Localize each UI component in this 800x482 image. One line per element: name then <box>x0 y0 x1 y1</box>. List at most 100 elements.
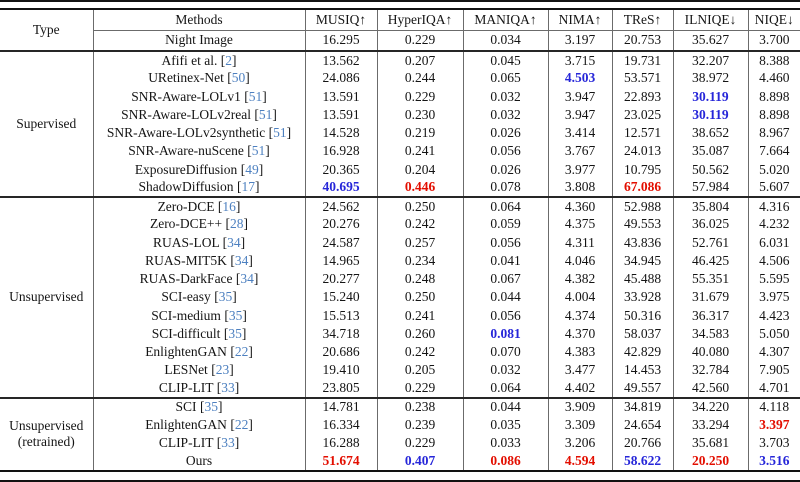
citation-link[interactable]: 23 <box>215 362 230 378</box>
metric-value-cell: 16.288 <box>305 434 378 453</box>
citation-link[interactable]: 34 <box>227 234 241 250</box>
method-name: SCI <box>175 399 197 415</box>
column-header-ilniqe: ILNIQE↓ <box>673 9 749 31</box>
method-cell: Ours <box>93 452 306 471</box>
metric-value-cell: 24.587 <box>305 233 378 252</box>
citation-link[interactable]: 50 <box>231 70 246 86</box>
citation-link[interactable]: 51 <box>251 143 266 159</box>
method-name: ShadowDiffusion <box>138 179 234 195</box>
metric-value-cell: 0.241 <box>377 306 464 325</box>
citation-link[interactable]: 34 <box>234 252 249 268</box>
citation-link[interactable]: 34 <box>240 271 254 287</box>
metric-value-cell: 0.065 <box>463 69 549 88</box>
type-cell-supervised: Supervised <box>0 50 94 197</box>
citation-link[interactable]: 35 <box>204 399 218 415</box>
metric-value-cell: 0.250 <box>377 288 464 307</box>
metric-value-cell: 0.026 <box>463 160 549 179</box>
metric-value-cell: 4.311 <box>548 233 613 252</box>
method-cell: EnlightenGAN [22] <box>93 343 306 362</box>
metric-value-cell: 0.086 <box>463 452 549 471</box>
citation-link[interactable]: 33 <box>221 380 235 396</box>
metric-value-cell: 5.050 <box>759 325 790 341</box>
metric-value-cell: 57.984 <box>673 178 749 197</box>
metric-value-cell: 34.945 <box>612 251 674 270</box>
metric-value-cell: 4.594 <box>548 452 613 471</box>
citation-link[interactable]: 35 <box>228 307 243 323</box>
metric-value-cell: 4.004 <box>548 288 613 307</box>
metric-value-cell: 0.230 <box>377 105 464 124</box>
metric-value-cell: 3.516 <box>759 453 790 469</box>
metric-value-cell: 0.044 <box>463 396 549 416</box>
metric-value-cell: 8.898 <box>759 88 790 104</box>
citation-link[interactable]: 35 <box>228 325 242 341</box>
metric-value-cell: 4.316 <box>748 195 800 216</box>
metric-value-cell: 4.423 <box>759 307 790 323</box>
metric-value-cell: 0.244 <box>377 69 464 88</box>
column-header-niqe: NIQE↓ <box>748 9 800 31</box>
table-row: URetinex-Net [50] 24.086 0.244 0.065 4.503 53… <box>0 69 800 88</box>
metric-value-cell: 0.032 <box>463 87 549 106</box>
citation-link[interactable]: 51 <box>258 106 273 122</box>
citation-link[interactable]: 33 <box>221 435 235 451</box>
citation-link[interactable]: 28 <box>230 216 244 232</box>
citation-link[interactable]: 16 <box>222 198 236 214</box>
table-row: Unsupervised Zero-DCE [16] 24.562 0.250 0.06… <box>0 195 800 398</box>
metric-value-cell: 3.703 <box>759 435 790 451</box>
table-row: SCI-medium [35] 15.513 0.241 0.056 4.374 50.3… <box>0 306 800 325</box>
metric-value-cell: 0.032 <box>463 105 549 124</box>
method-cell: Zero-DCE [16] <box>93 195 306 216</box>
metric-value-cell: 14.965 <box>305 251 378 270</box>
method-name: ExposureDiffusion <box>134 161 238 177</box>
metric-value-cell: 4.374 <box>548 306 613 325</box>
metric-value-cell: 4.383 <box>548 343 613 362</box>
method-cell: SCI-easy [35] <box>93 288 306 307</box>
citation-link[interactable]: 2 <box>225 52 232 68</box>
metric-value-cell: 3.700 <box>759 32 790 48</box>
metric-value-cell: 19.410 <box>305 361 378 380</box>
table-header: Type Methods MUSIQ↑ HyperIQA↑ MANIQA↑ NIMA↑ TR… <box>0 9 800 51</box>
citation-link[interactable]: 22 <box>234 344 249 360</box>
table-row: Supervised Afifi et al. [2] 13.562 0.207 0.0… <box>0 49 800 197</box>
citation-link[interactable]: 51 <box>248 88 263 104</box>
method-cell: CLIP-LIT [33] <box>93 434 306 453</box>
metric-value-cell: 4.046 <box>548 251 613 270</box>
method-cell: RUAS-DarkFace [34] <box>93 270 306 289</box>
metric-value-cell: 22.893 <box>612 87 674 106</box>
table-row: EnlightenGAN [22] 20.686 0.242 0.070 4.383 42… <box>0 343 800 362</box>
metric-value-cell: 33.928 <box>612 288 674 307</box>
citation-link[interactable]: 17 <box>241 179 255 195</box>
metric-value-cell: 40.080 <box>673 343 749 362</box>
method-cell: Night Image <box>93 30 306 51</box>
metric-value-cell: 16.334 <box>305 416 378 435</box>
metric-value-cell: 24.562 <box>305 195 378 216</box>
metric-value-cell: 15.240 <box>305 288 378 307</box>
metric-value-cell: 0.229 <box>377 87 464 106</box>
metric-value-cell: 32.207 <box>673 49 749 70</box>
method-cell: LESNet [23] <box>93 361 306 380</box>
method-cell: ExposureDiffusion [49] <box>93 160 306 179</box>
method-name: SNR-Aware-nuScene <box>128 143 244 159</box>
metric-value-cell: 3.477 <box>548 361 613 380</box>
citation-link[interactable]: 49 <box>245 161 259 177</box>
metric-value-cell: 67.086 <box>612 178 674 197</box>
metric-value-cell: 3.977 <box>548 160 613 179</box>
method-name: CLIP-LIT <box>158 380 214 396</box>
method-name: Night Image <box>165 32 233 48</box>
metric-value-cell: 0.056 <box>463 142 549 161</box>
results-table: Type Methods MUSIQ↑ HyperIQA↑ MANIQA↑ NIMA↑ TR… <box>0 8 800 472</box>
metric-value-cell: 0.056 <box>463 306 549 325</box>
metric-value-cell: 3.414 <box>548 124 613 143</box>
citation-link[interactable]: 35 <box>218 289 233 305</box>
metric-value-cell: 4.382 <box>548 270 613 289</box>
metric-value-cell: 38.652 <box>673 124 749 143</box>
column-header-methods: Methods <box>93 9 306 31</box>
citation-link[interactable]: 51 <box>273 125 287 141</box>
column-header-type: Type <box>0 9 94 51</box>
metric-value-cell: 23.805 <box>305 379 378 398</box>
metric-value-cell: 49.557 <box>612 379 674 398</box>
metric-value-cell: 0.234 <box>377 251 464 270</box>
metric-value-cell: 35.087 <box>673 142 749 161</box>
citation-link[interactable]: 22 <box>234 417 249 433</box>
method-name: RUAS-MIT5K <box>145 252 227 268</box>
metric-value-cell: 0.033 <box>463 434 549 453</box>
